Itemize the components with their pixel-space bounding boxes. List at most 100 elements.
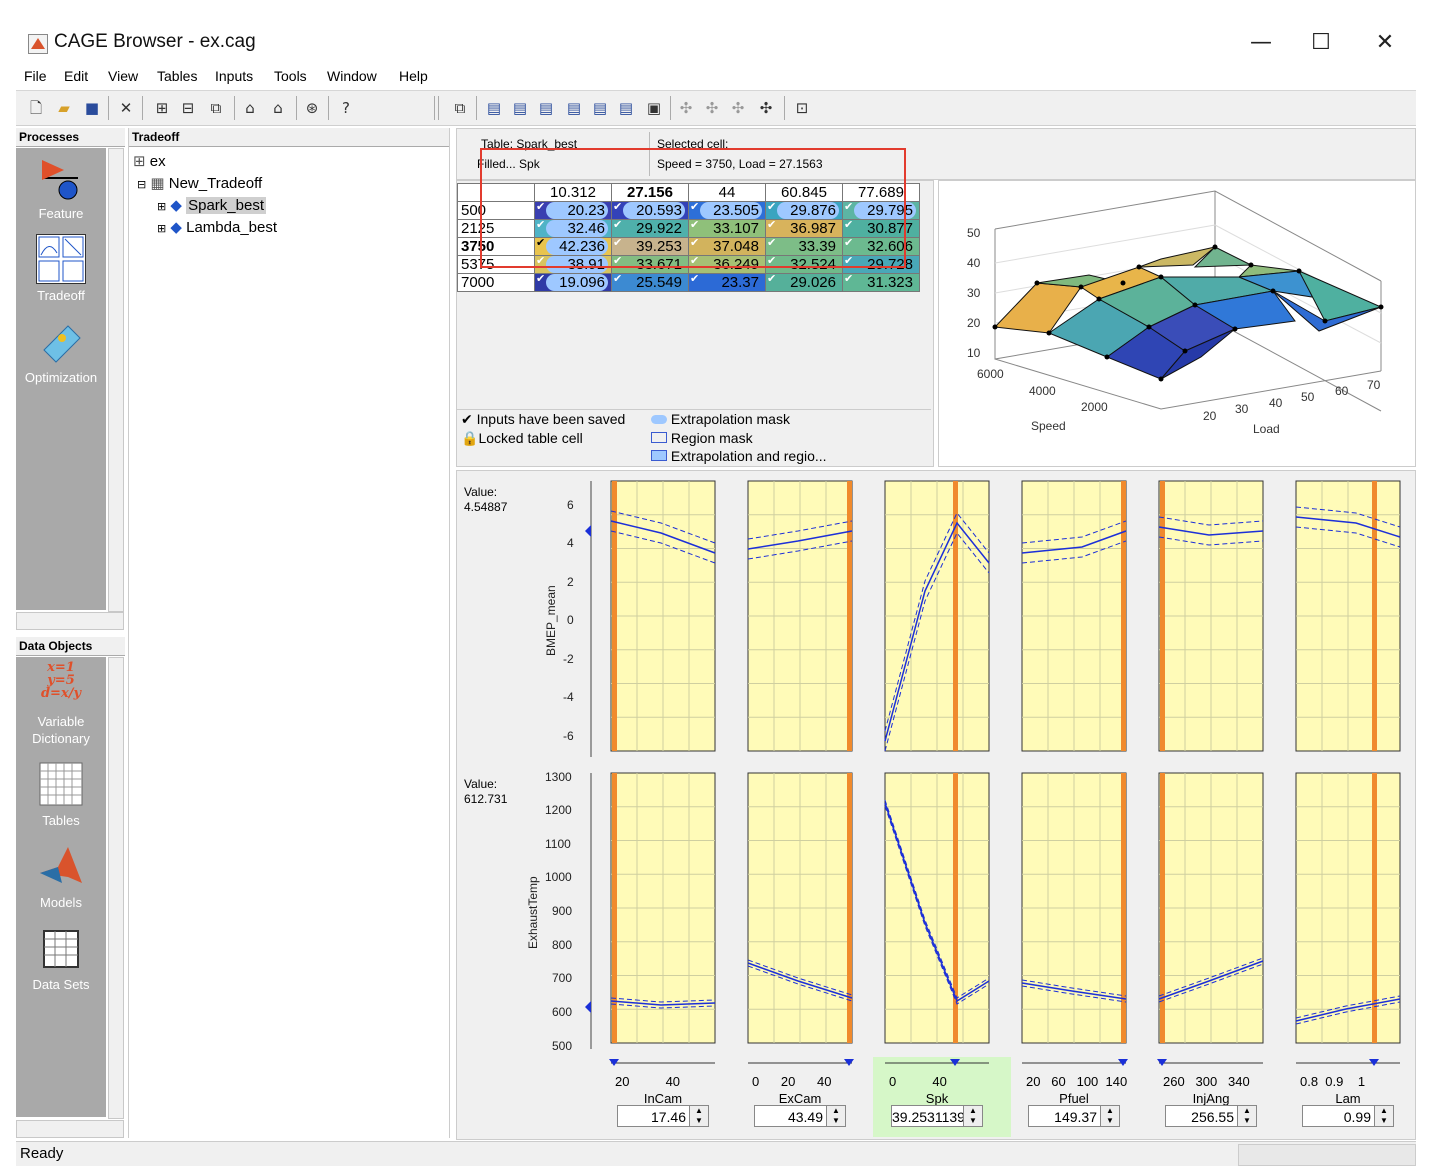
menu-view[interactable]: View [108, 68, 139, 84]
table-cell[interactable]: ✔ 39.253 [611, 237, 689, 256]
optimization-tool-icon[interactable]: ⊛ [305, 99, 319, 117]
add-feature-icon[interactable]: ⌂ [245, 99, 255, 117]
table-cell[interactable]: ✔ 32.46 [534, 219, 612, 238]
new-file-icon[interactable]: 🗋 [29, 99, 43, 117]
spinner-arrows-icon[interactable]: ▲ ▼ [1237, 1106, 1256, 1126]
data-sets-icon[interactable] [38, 925, 84, 971]
add-tradeoff-icon[interactable]: ⌂ [273, 99, 283, 117]
help-icon[interactable]: ? [342, 99, 350, 117]
input-value-spinner[interactable]: 0.99 ▲ ▼ [1302, 1105, 1394, 1127]
menu-file[interactable]: File [24, 68, 47, 84]
process-optimization-label[interactable]: Optimization [24, 370, 98, 385]
table-cell[interactable]: ✔ 23.505 [688, 201, 766, 220]
table-cell[interactable]: ✔ 33.107 [688, 219, 766, 238]
table-cell[interactable]: ✔ 29.795 [842, 201, 920, 220]
optimization-icon[interactable] [38, 320, 84, 366]
table-cell[interactable]: ✔ 38.91 [534, 255, 612, 274]
tree-root[interactable]: ⊞ ex [133, 153, 166, 170]
add-point-icon[interactable]: ▤ [486, 99, 502, 117]
spinner-arrows-icon[interactable]: ▲ ▼ [689, 1106, 708, 1126]
move-row-icon[interactable]: ▤ [618, 99, 634, 117]
import-icon[interactable]: ⊞ [155, 99, 169, 117]
data-tables-label[interactable]: Tables [42, 813, 80, 828]
minimize-button[interactable]: — [1250, 30, 1272, 55]
calibrate-icon[interactable]: ⊡ [795, 99, 809, 117]
tree-table-lambda[interactable]: ⊞ ◆ Lambda_best [157, 219, 278, 236]
input-value-spinner[interactable]: 43.49 ▲ ▼ [754, 1105, 846, 1127]
delete-icon[interactable]: ✕ [119, 99, 133, 117]
expand-icon[interactable]: ⊞ [157, 201, 167, 213]
table-cell[interactable]: ✔ 29.026 [765, 273, 843, 292]
spinner-arrows-icon[interactable]: ▲ ▼ [963, 1106, 982, 1126]
tables-icon[interactable] [38, 761, 84, 807]
table-cell[interactable]: ✔ 36.249 [688, 255, 766, 274]
lock-tool-icon[interactable]: ✣ [759, 99, 773, 117]
col-header[interactable]: 60.845 [765, 183, 843, 202]
open-folder-icon[interactable]: ▰ [58, 99, 70, 117]
tradeoff-icon[interactable] [36, 234, 86, 284]
table-cell[interactable]: ✔ 31.323 [842, 273, 920, 292]
data-models-label[interactable]: Models [40, 895, 82, 910]
models-icon[interactable] [38, 843, 84, 889]
spinner-arrows-icon[interactable]: ▲ ▼ [1100, 1106, 1119, 1126]
menu-tools[interactable]: Tools [274, 68, 307, 84]
input-value-spinner[interactable]: 149.37 ▲ ▼ [1028, 1105, 1120, 1127]
row-header[interactable]: 5375 [457, 255, 535, 274]
maximize-button[interactable]: ☐ [1311, 30, 1331, 55]
data-objects-hscrollbar[interactable] [16, 1120, 124, 1138]
process-feature-label[interactable]: Feature [38, 206, 84, 221]
table-view-icon[interactable]: ⧉ [454, 99, 466, 117]
collapse-icon[interactable]: ⊟ [137, 179, 147, 191]
tree-tradeoff[interactable]: ⊟ ▦ New_Tradeoff [137, 175, 263, 192]
data-variable-dictionary-label[interactable]: Variable Dictionary [32, 714, 90, 746]
menu-tables[interactable]: Tables [157, 68, 198, 84]
table-cell[interactable]: ✔ 29.876 [765, 201, 843, 220]
col-header[interactable]: 77.689 [842, 183, 920, 202]
spinner-arrows-icon[interactable]: ▲ ▼ [1374, 1106, 1393, 1126]
move-point-icon[interactable]: ▤ [538, 99, 554, 117]
table-cell[interactable]: ✔ 23.37 [688, 273, 766, 292]
data-sets-label[interactable]: Data Sets [32, 977, 90, 992]
close-button[interactable]: ✕ [1375, 30, 1395, 55]
table-cell[interactable]: ✔ 36.987 [765, 219, 843, 238]
remove-row-icon[interactable]: ▤ [592, 99, 608, 117]
variable-dictionary-icon[interactable]: x=1 y=5 d=x/y [40, 660, 82, 701]
export-icon[interactable]: ⊟ [181, 99, 195, 117]
table-cell[interactable]: ✔ 20.23 [534, 201, 612, 220]
input-value-spinner[interactable]: 39.2531139 ▲ ▼ [891, 1105, 983, 1127]
table-cell[interactable]: ✔ 33.39 [765, 237, 843, 256]
process-tradeoff-label[interactable]: Tradeoff [37, 288, 85, 303]
tree-table-spark[interactable]: ⊞ ◆ Spark_best [157, 197, 266, 214]
col-header[interactable]: 10.312 [534, 183, 612, 202]
fit-icon[interactable]: ▣ [646, 99, 662, 117]
smooth-icon[interactable]: ✣ [731, 99, 745, 117]
saved-check-icon: ✔ [844, 273, 854, 285]
col-header[interactable]: 44 [688, 183, 766, 202]
menu-help[interactable]: Help [399, 68, 428, 84]
row-header[interactable]: 500 [457, 201, 535, 220]
cell-value: 23.505 [700, 202, 762, 219]
table-cell[interactable]: ✔ 25.549 [611, 273, 689, 292]
fill-icon[interactable]: ✣ [679, 99, 693, 117]
add-row-icon[interactable]: ▤ [566, 99, 582, 117]
spinner-arrows-icon[interactable]: ▲ ▼ [826, 1106, 845, 1126]
processes-scrollbar[interactable] [108, 148, 124, 612]
col-header-selected[interactable]: 27.156 [611, 183, 689, 202]
processes-hscrollbar[interactable] [16, 612, 124, 630]
data-objects-scrollbar[interactable] [108, 657, 124, 1119]
table-cell[interactable]: ✔ 20.593 [611, 201, 689, 220]
feature-icon[interactable] [38, 156, 84, 202]
menu-inputs[interactable]: Inputs [215, 68, 254, 84]
menu-window[interactable]: Window [327, 68, 377, 84]
table-cell[interactable]: ✔ 19.096 [534, 273, 612, 292]
extrapolate-icon[interactable]: ✣ [705, 99, 719, 117]
expand-icon[interactable]: ⊞ [157, 223, 167, 235]
row-header[interactable]: 7000 [457, 273, 535, 292]
input-value-spinner[interactable]: 17.46 ▲ ▼ [617, 1105, 709, 1127]
menu-edit[interactable]: Edit [64, 68, 89, 84]
save-icon[interactable]: ■ [84, 99, 100, 117]
input-value-spinner[interactable]: 256.55 ▲ ▼ [1165, 1105, 1257, 1127]
remove-point-icon[interactable]: ▤ [512, 99, 528, 117]
copy-icon[interactable]: ⧉ [210, 99, 222, 117]
row-header[interactable]: 3750 [457, 237, 535, 256]
